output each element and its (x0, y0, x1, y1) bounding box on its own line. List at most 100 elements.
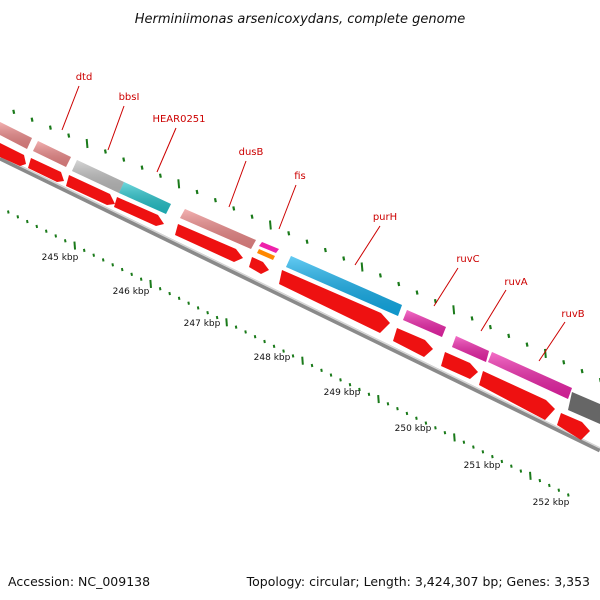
feature-small-orange (257, 249, 275, 260)
scale-tick (85, 138, 89, 149)
callout-line (107, 105, 125, 151)
scale-tick (462, 440, 466, 444)
scale-tick (472, 445, 475, 449)
feature-fis (259, 242, 279, 253)
scale-tick (397, 281, 401, 287)
callout-line (354, 225, 381, 266)
scale-tick (538, 478, 542, 483)
scale-tick (244, 330, 247, 334)
scale-tick (415, 416, 418, 420)
cds-arrow (557, 413, 590, 440)
scale-tick (360, 262, 364, 272)
gene-label: ruvA (504, 277, 527, 288)
scale-tick (488, 324, 492, 330)
callout-line (156, 127, 177, 173)
kbp-label: 249 kbp (324, 388, 361, 398)
scale-tick (339, 378, 342, 382)
feature-shading (0, 122, 572, 399)
gene-label: fis (294, 171, 306, 182)
scale-tick (557, 488, 561, 492)
callout-line (228, 160, 247, 208)
scale-tick (481, 450, 485, 454)
scale-tick (282, 349, 285, 353)
callout-line (480, 289, 507, 332)
scale-tick (140, 165, 144, 170)
scale-tick (367, 392, 371, 396)
scale-tick (158, 173, 162, 178)
cds-arrow (114, 197, 164, 226)
scale-tick (92, 253, 96, 257)
scale-tick (305, 239, 309, 244)
scale-tick (310, 363, 314, 368)
scale-tick (424, 421, 428, 425)
scale-tick (250, 214, 254, 219)
scale-tick (67, 133, 71, 138)
cds-arrow (0, 143, 26, 166)
scale-tick (63, 239, 67, 243)
feature-dark-grey (568, 392, 600, 424)
scale-tick (263, 339, 266, 344)
cds-arrow (479, 371, 555, 420)
scale-tick (120, 267, 124, 272)
genome-backbone (0, 155, 600, 453)
scale-tick (287, 231, 291, 236)
cds-arrow (28, 158, 64, 182)
scale-tick (195, 189, 199, 195)
kbp-label: 247 kbp (184, 319, 221, 329)
cds-arrow (279, 270, 390, 333)
scale-tick (158, 287, 162, 291)
genome-backbone-highlight (0, 155, 600, 449)
scale-tick (82, 248, 86, 253)
cds-arrow (249, 257, 269, 274)
scale-tick (12, 109, 16, 115)
scale-tick (378, 273, 382, 278)
scale-tick (149, 279, 152, 289)
scale-tick (103, 149, 107, 154)
callout-line (61, 85, 80, 131)
scale-tick (122, 157, 126, 162)
gene-label: purH (373, 212, 397, 223)
scale-tick (548, 483, 551, 488)
cds-arrow (175, 224, 243, 262)
gene-label: ruvC (456, 254, 479, 265)
scale-tick (396, 406, 399, 411)
scale-tick (453, 433, 456, 442)
kbp-label: 250 kbp (395, 424, 432, 434)
scale-tick (562, 360, 566, 365)
scale-tick (48, 125, 52, 130)
scale-tick (500, 459, 504, 464)
scale-tick (386, 402, 390, 406)
scale-tick (529, 471, 532, 480)
topology-label: Topology: circular; Length: 3,424,307 bp… (246, 574, 590, 589)
gene-label: ruvB (561, 309, 584, 320)
scale-tick (30, 117, 34, 122)
scale-tick (519, 469, 523, 473)
scale-tick (434, 426, 437, 430)
gene-label: dtd (76, 72, 93, 83)
scale-tick (177, 296, 181, 301)
scale-tick (272, 344, 276, 349)
scale-tick (253, 335, 257, 339)
scale-tick (177, 179, 181, 189)
scale-tick (415, 290, 419, 295)
scale-tick (291, 354, 295, 358)
scale-tick (54, 234, 58, 238)
cds-track (0, 143, 590, 440)
scale-tick (491, 454, 494, 459)
scale-tick (507, 333, 511, 339)
scale-tick (215, 315, 219, 320)
scale-tick (452, 305, 456, 315)
scale-tick (470, 316, 474, 321)
scale-tick (111, 263, 114, 267)
tick-row-lower (7, 210, 570, 497)
scale-tick (342, 256, 346, 261)
scale-tick (44, 229, 48, 233)
scale-tick (358, 387, 361, 392)
callout-line (278, 184, 297, 230)
scale-tick (213, 197, 217, 203)
scale-tick (443, 430, 447, 435)
cds-arrow (441, 352, 478, 379)
scale-tick (168, 291, 171, 296)
map-title: Herminiimonas arsenicoxydans, complete g… (135, 12, 465, 27)
